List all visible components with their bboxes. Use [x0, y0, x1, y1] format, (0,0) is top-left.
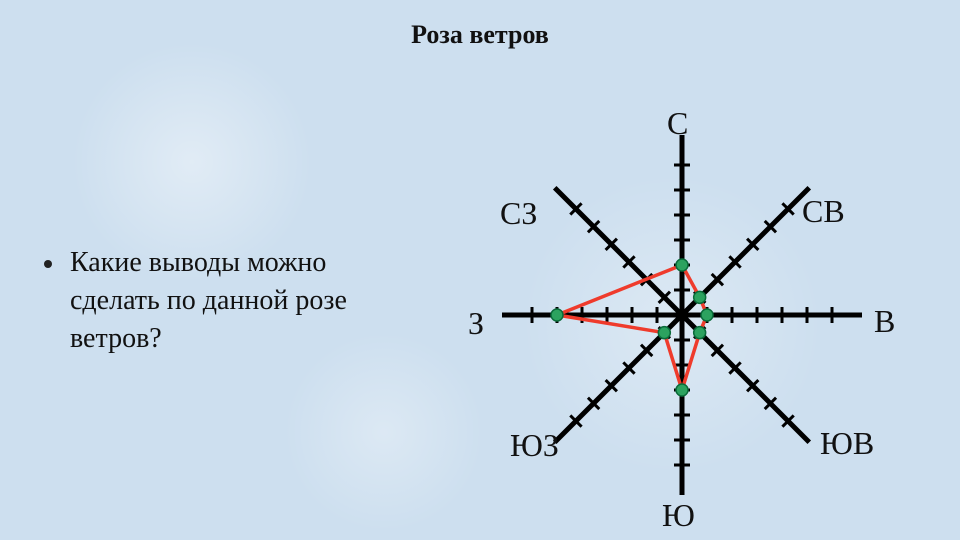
dir-label-nw: СЗ — [500, 195, 537, 232]
dir-label-w: З — [468, 305, 484, 342]
dir-label-e: В — [874, 303, 895, 340]
question-text: Какие выводы можно сделать по данной роз… — [70, 244, 384, 357]
bullet-item: Какие выводы можно сделать по данной роз… — [44, 244, 384, 357]
dir-label-ne: СВ — [802, 193, 845, 230]
wind-rose-diagram: ССВВЮВЮЮЗЗСЗ — [440, 77, 920, 527]
page-title: Роза ветров — [0, 20, 960, 50]
dir-label-n: С — [667, 105, 688, 142]
dir-label-sw: ЮЗ — [510, 427, 559, 464]
title-text: Роза ветров — [411, 20, 549, 49]
question-block: Какие выводы можно сделать по данной роз… — [44, 244, 384, 357]
dir-label-s: Ю — [662, 497, 695, 534]
dir-label-se: ЮВ — [820, 425, 874, 462]
bullet-icon — [44, 260, 52, 268]
